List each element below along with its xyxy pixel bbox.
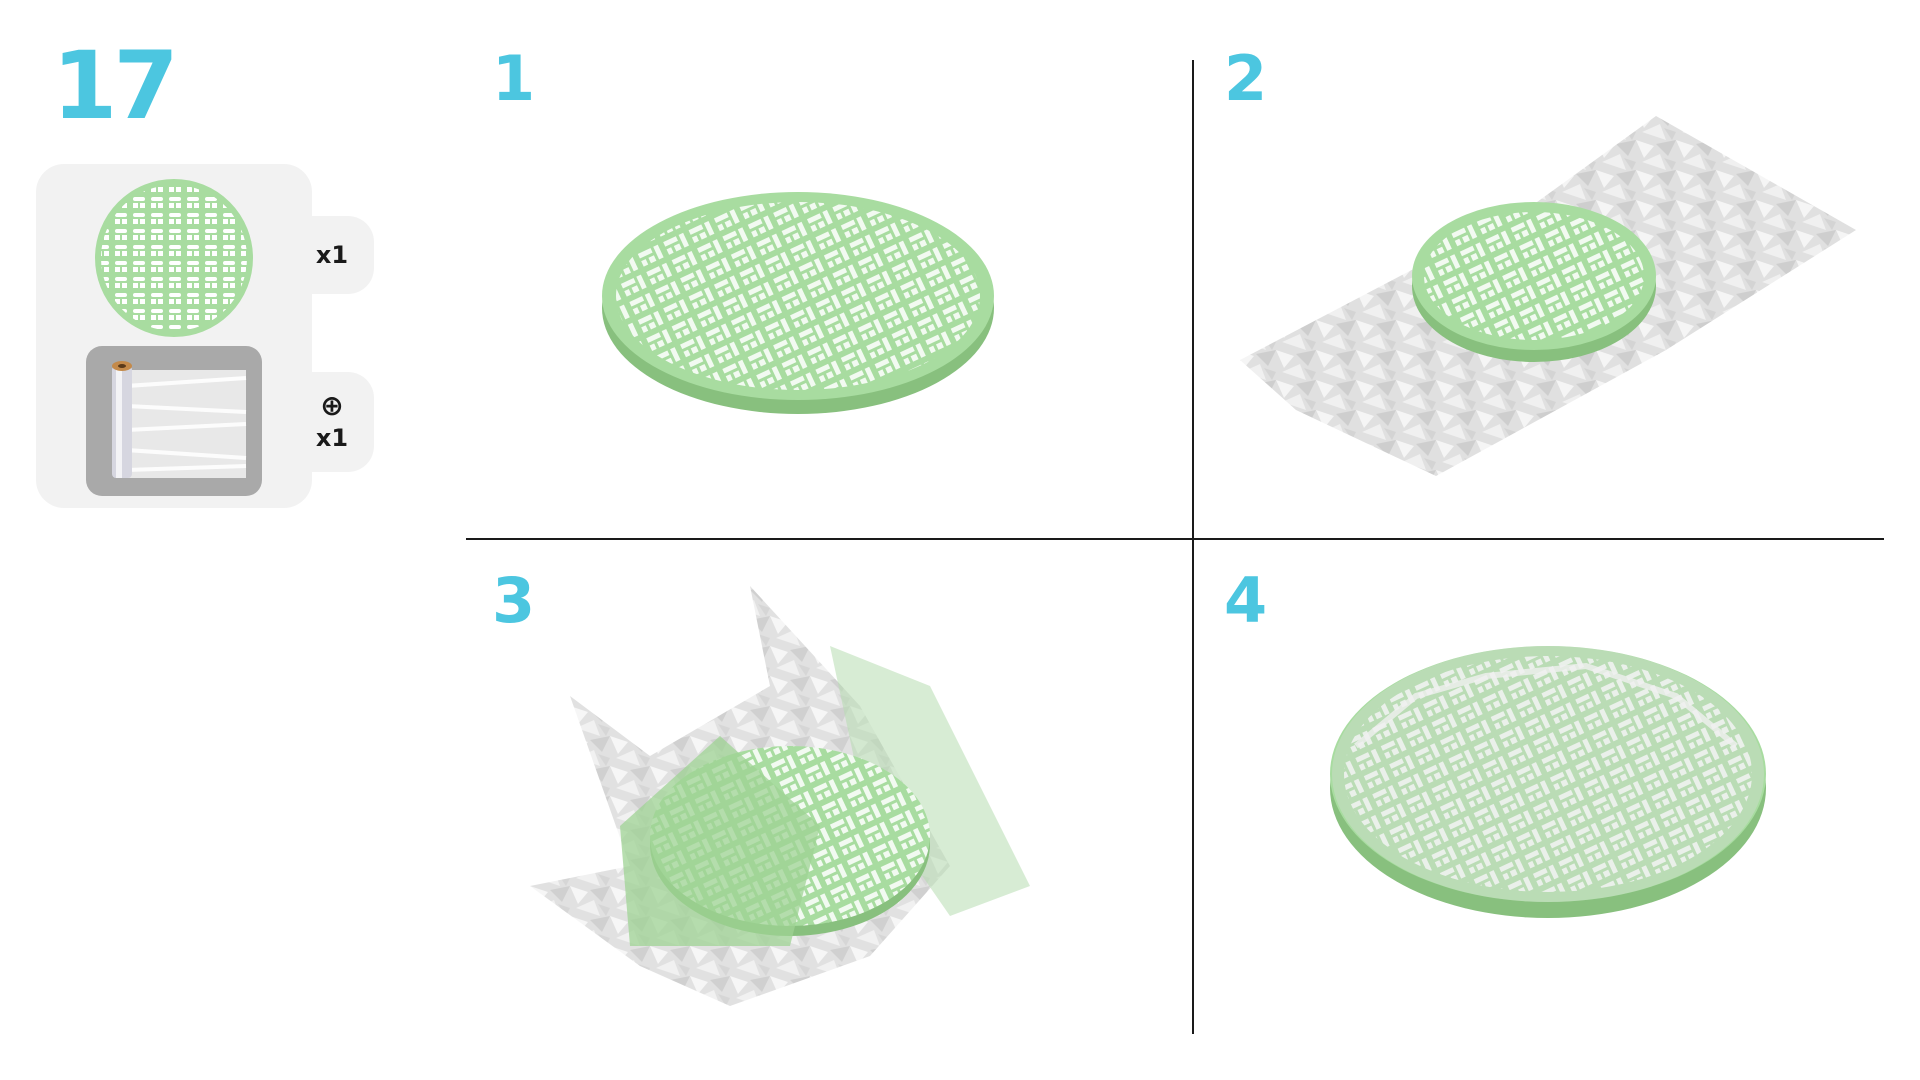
substep-1-number: 1 [492, 42, 536, 115]
illustration-wrapped-disc [1330, 646, 1766, 918]
plastic-wrap-thumbnail [86, 346, 262, 496]
quantity-tab-mesh: x1 [290, 216, 374, 294]
illustration-mesh-disc [602, 192, 994, 414]
plus-circle-icon: ⊕ [320, 389, 344, 422]
divider-horizontal [466, 538, 1884, 540]
quantity-tab-wrap: ⊕ x1 [290, 372, 374, 472]
substep-2-number: 2 [1224, 42, 1268, 115]
substep-4-number: 4 [1224, 564, 1268, 637]
illustration-wrapping-disc [530, 586, 1030, 1006]
divider-vertical [1192, 60, 1194, 1034]
quantity-label: x1 [315, 241, 349, 269]
step-number: 17 [52, 32, 179, 141]
mesh-disc-thumbnail [95, 179, 253, 337]
illustration-disc-on-wrap [1240, 116, 1856, 476]
quantity-label: x1 [315, 424, 349, 452]
substep-3-number: 3 [492, 564, 536, 637]
